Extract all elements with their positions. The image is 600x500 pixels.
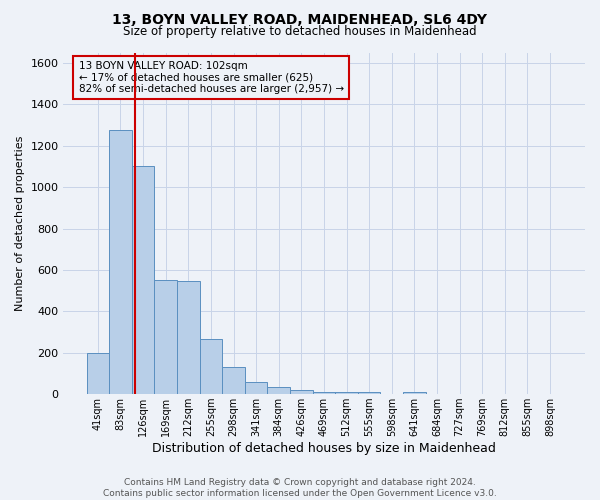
Bar (154, 280, 177, 394)
Bar (358, 392, 380, 394)
Bar (313, 392, 335, 394)
Bar (403, 392, 425, 394)
Bar (132, 166, 154, 394)
Bar (290, 390, 313, 394)
Bar (222, 367, 245, 394)
Y-axis label: Number of detached properties: Number of detached properties (15, 136, 25, 311)
Bar (86, 353, 109, 394)
Bar (109, 130, 132, 394)
Bar (177, 282, 200, 394)
Bar (335, 392, 358, 394)
Bar (268, 388, 290, 394)
Text: 13 BOYN VALLEY ROAD: 102sqm
← 17% of detached houses are smaller (625)
82% of se: 13 BOYN VALLEY ROAD: 102sqm ← 17% of det… (79, 61, 344, 94)
Bar (245, 382, 268, 394)
X-axis label: Distribution of detached houses by size in Maidenhead: Distribution of detached houses by size … (152, 442, 496, 455)
Text: Size of property relative to detached houses in Maidenhead: Size of property relative to detached ho… (123, 25, 477, 38)
Bar (200, 338, 222, 394)
Text: 13, BOYN VALLEY ROAD, MAIDENHEAD, SL6 4DY: 13, BOYN VALLEY ROAD, MAIDENHEAD, SL6 4D… (113, 12, 487, 26)
Text: Contains HM Land Registry data © Crown copyright and database right 2024.
Contai: Contains HM Land Registry data © Crown c… (103, 478, 497, 498)
